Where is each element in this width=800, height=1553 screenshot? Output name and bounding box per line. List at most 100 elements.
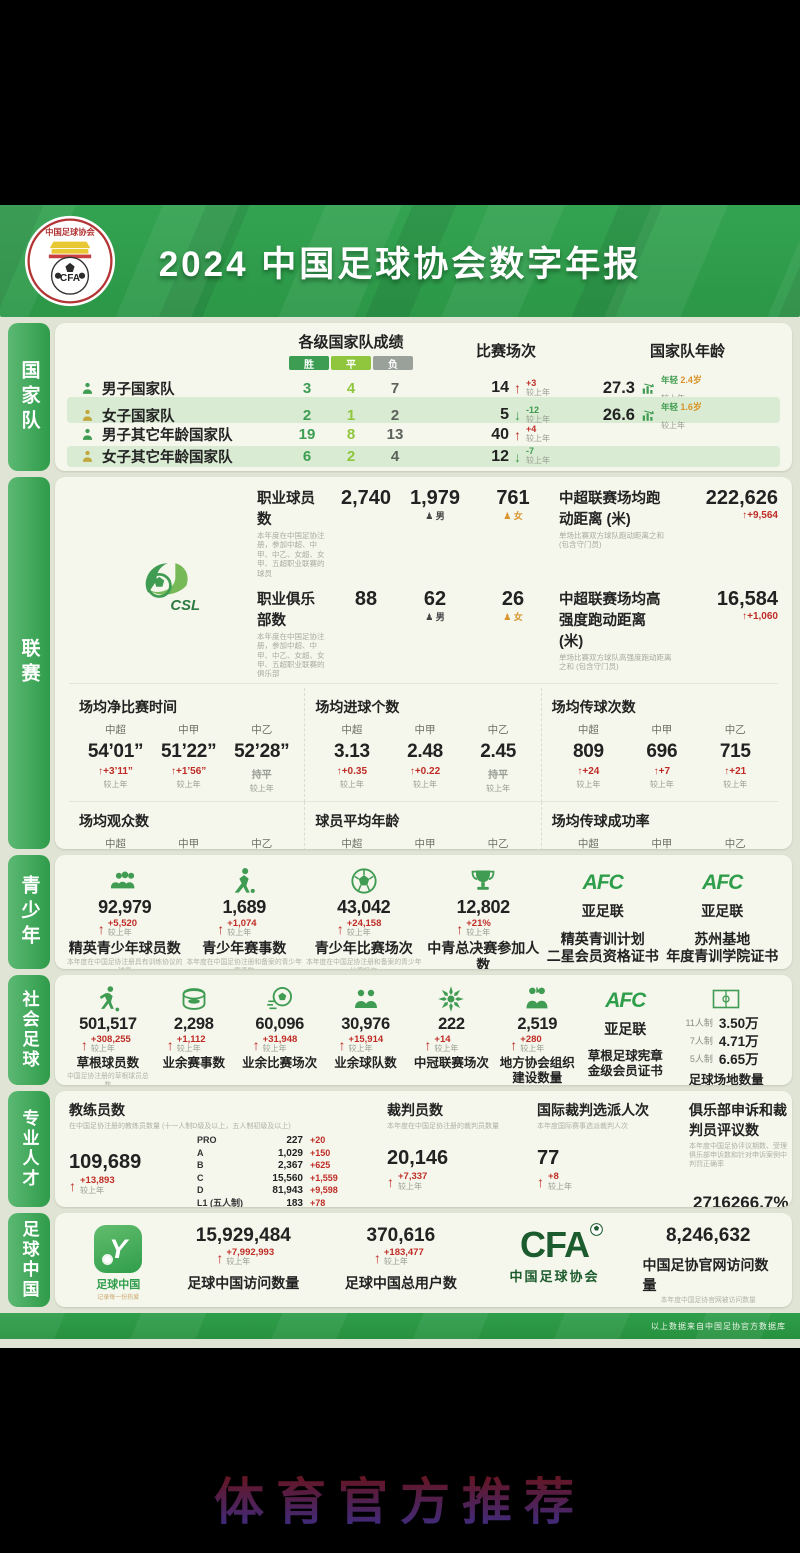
csl-hi-run-distance-value: 16,584 +1,060 (674, 588, 778, 622)
poster-header: CFA 中国足球协会 2024 中国足球协会数字年报 (0, 205, 800, 317)
stat-cell: 中乙 2.45 持平 较上年 (480, 723, 516, 793)
coaches-block: 教练员数 在中国足协注册的教练员数量 (十一人制D级及以上，五人制初级及以上) … (69, 1100, 387, 1207)
ball-icon (590, 1223, 603, 1236)
tab-youth: 青少年 (8, 855, 50, 969)
page-title: 2024 中国足球协会数字年报 (158, 244, 642, 284)
male-player-icon (82, 428, 93, 440)
review-block: 俱乐部申诉和裁判员评议数 本年度中国足协评议期数、受理俱乐部申诉数和针对申诉案例… (689, 1100, 792, 1207)
tab-national-teams: 国家队 (8, 323, 50, 471)
football-china-panel: Y 足球中国 记录每一份热爱 15,929,484 +7,992,993较上年 … (55, 1213, 792, 1307)
website-visits: 8,246,632 中国足协官网访问数量 本年度中国足协官网被访问数量 (642, 1225, 769, 1304)
emblem-icon (438, 986, 465, 1012)
table-row: A 1,029 +150 (197, 1147, 331, 1159)
up-arrow-icon (514, 380, 521, 396)
tab-professional-talent: 专业人才 (8, 1091, 50, 1207)
football-china-app: Y 足球中国 记录每一份热爱 (85, 1225, 152, 1301)
national-teams-panel: 各级国家队成绩 胜 平 负 比赛场次 国家队年龄 男子国家队 347 14+3较… (55, 323, 792, 471)
stat-cell: 中超19,431-435较上年 (105, 837, 127, 849)
table-row: PRO 227 +20 (197, 1135, 326, 1147)
pro-players-title-block: 职业球员数 本年度在中国足协注册，参加中超、中甲、中乙、女超、女甲、五超职业联赛… (257, 491, 325, 578)
professional-talent-panel: 教练员数 在中国足协注册的教练员数量 (十一人制D级及以上，五人制初级及以上) … (55, 1091, 792, 1207)
league-panel: 职业球员数 本年度在中国足协注册，参加中超、中甲、中乙、女超、女甲、五超职业联赛… (55, 477, 792, 849)
watermark-text: 体育官方推荐 (0, 1462, 800, 1534)
association-icon (526, 987, 548, 1009)
tab-football-china: 足球中国 (8, 1213, 50, 1307)
male-player-icon (82, 382, 93, 394)
csl-run-distance-value: 222,626 +9,564 (674, 487, 778, 521)
section-professional-talent: 专业人才 教练员数 在中国足协注册的教练员数量 (十一人制D级及以上，五人制初级… (8, 1091, 792, 1207)
data-source-note: 以上数据来自中国足协官方数据库 (651, 1321, 786, 1331)
table-row: C 15,560 +1,559 (197, 1172, 338, 1184)
youth-afc-academy-cert: AFC 亚足联 苏州基地 年度青训学院证书 (666, 871, 779, 964)
pro-clubs-title-block: 职业俱乐部数 本年度在中国足协注册，参加中超、中甲、中乙、女超、女甲、五超职业联… (257, 591, 325, 679)
table-row: L1 (五人制) 183 +78 (197, 1197, 326, 1207)
poster-footer: 以上数据来自中国足协官方数据库 (0, 1313, 800, 1339)
female-player-icon (82, 409, 93, 421)
cfa-logo: CFA 中国足球协会 (493, 1223, 617, 1285)
col-results: 各级国家队成绩 (298, 334, 404, 351)
stat-cell: 中乙74%-3%较上年 (724, 837, 746, 849)
review-periods: 27评议期数 (693, 1193, 712, 1207)
stadium-icon (182, 988, 206, 1010)
stat-cell: 中甲9,520+3,986较上年 (178, 837, 200, 849)
csl-logo: CSL (69, 487, 257, 679)
stat-cell: 中乙 52’28” 持平 较上年 (234, 723, 290, 793)
review-cases: 162评议个数 (711, 1193, 741, 1207)
pro-players-male: 1,979 ♟ 男 (409, 487, 461, 521)
trophy-icon (471, 870, 495, 890)
runner-icon (99, 986, 120, 1012)
table-row: B 2,367 +625 (197, 1160, 331, 1172)
football-icon (351, 868, 377, 894)
tab-social-football: 社会足球 (8, 975, 50, 1085)
stat-cell: 中乙2,299-159较上年 (251, 837, 273, 849)
csl-hi-run-distance-block: 中超联赛场均高强度跑动距离 (米) 单场比赛双方球队高强度跑动距离之和 (包含守… (559, 591, 672, 672)
youth-afc-elite-cert: AFC 亚足联 精英青训计划 二星会员资格证书 (546, 871, 659, 964)
col-age: 国家队年龄 (649, 343, 725, 360)
down-arrow-icon (514, 449, 521, 465)
section-league: 联赛 职业球员数 本年度在中国足协注册，参加中超、中甲、中乙、女超、女甲、五超职… (8, 477, 792, 849)
section-national-teams: 国家队 各级国家队成绩 胜 平 负 比赛场次 国家队年龄 (8, 323, 792, 471)
annual-report-poster: CFA 中国足球协会 2024 中国足球协会数字年报 国家队 各级国家队成绩 胜… (0, 205, 800, 1348)
pro-clubs-total: 88 (354, 587, 378, 610)
afc-logo: AFC (605, 989, 646, 1012)
stat-cell: 中甲76%-1%较上年 (651, 837, 673, 849)
pro-players-female: 761 ♟ 女 (496, 487, 530, 521)
svg-text:CFA: CFA (60, 273, 81, 284)
pro-clubs-female: 26 ♟ 女 (501, 587, 525, 622)
table-row: D 81,943 +9,598 (197, 1185, 338, 1197)
national-table-header: 各级国家队成绩 胜 平 负 比赛场次 国家队年龄 (67, 331, 780, 371)
younger-trend-icon (642, 410, 655, 421)
afc-logo: AFC (702, 871, 743, 894)
cfa-badge-icon: CFA 中国足球协会 (24, 215, 116, 307)
striker-icon (234, 868, 256, 894)
review-accuracy: 66.7%评议判罚正确率 (740, 1193, 789, 1207)
tab-league: 联赛 (8, 477, 50, 849)
